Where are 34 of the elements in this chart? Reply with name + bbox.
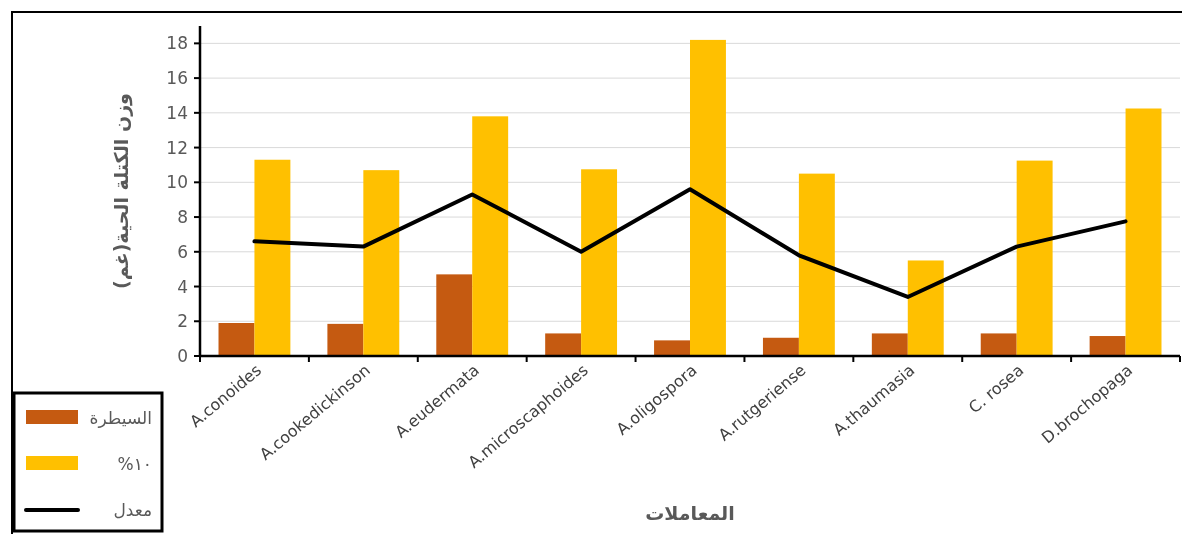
bar [1016, 160, 1053, 356]
bar [218, 323, 255, 356]
y-axis-title: وزن الكتلة الحية(غم) [110, 93, 133, 289]
bar [907, 260, 944, 356]
legend-label: ١٠% [117, 454, 152, 474]
bar [1089, 336, 1126, 356]
bar [1125, 108, 1162, 356]
bar [327, 323, 364, 356]
bar [762, 337, 799, 356]
bar [436, 274, 473, 356]
bar [980, 333, 1017, 356]
bar [654, 340, 690, 356]
legend-label: معدل [113, 500, 152, 520]
y-tick-label: 18 [166, 33, 188, 54]
y-tick-label: 14 [166, 102, 188, 123]
bar [254, 159, 291, 356]
y-tick-label: 10 [166, 172, 188, 193]
y-tick-label: 0 [177, 346, 188, 366]
y-tick-label: 6 [177, 241, 188, 262]
bar [798, 173, 835, 356]
bar [545, 333, 582, 356]
y-tick-label: 12 [166, 137, 188, 158]
line-series [252, 187, 1128, 299]
y-tick-label: 16 [166, 68, 188, 89]
bar [871, 333, 908, 356]
bar [363, 170, 400, 356]
y-tick-label: 2 [177, 311, 188, 332]
legend-label: السيطرة [89, 408, 152, 428]
y-tick-label: 8 [177, 207, 188, 228]
x-axis-title: المعاملات [645, 502, 735, 524]
bar [690, 39, 726, 356]
y-tick-label: 4 [177, 276, 188, 297]
bar [581, 169, 618, 356]
bar [472, 116, 509, 356]
